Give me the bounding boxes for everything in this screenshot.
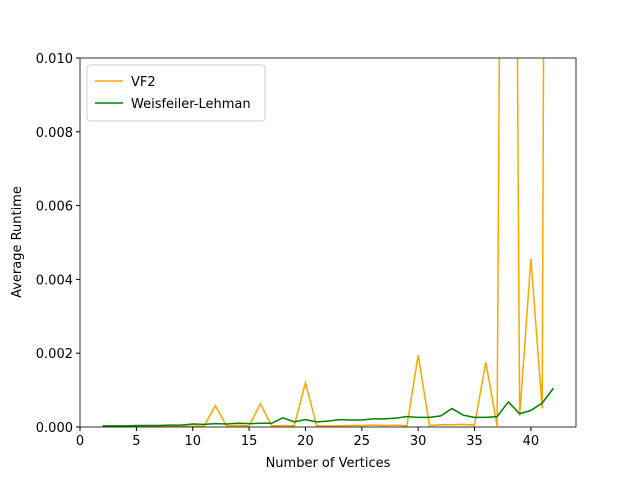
y-tick-label: 0.004 [36,273,73,288]
x-tick-label: 20 [297,434,314,449]
x-tick-label: 25 [354,434,371,449]
x-axis-label: Number of Vertices [266,456,391,471]
x-tick-label: 10 [184,434,201,449]
legend-label: Weisfeiler-Lehman [131,97,251,112]
x-tick-label: 35 [466,434,483,449]
legend-box [86,64,266,122]
data-line [102,58,545,427]
y-axis-label: Average Runtime [10,186,25,298]
x-tick-label: 0 [76,434,84,449]
x-tick-label: 15 [241,434,258,449]
x-tick-label: 30 [410,434,427,449]
y-tick-label: 0.002 [36,347,73,362]
plot-area [102,58,555,427]
x-tick-label: 40 [523,434,540,449]
data-line [102,387,555,427]
x-tick-label: 5 [132,434,140,449]
y-tick-label: 0.006 [36,200,73,215]
y-tick-label: 0.000 [36,421,73,436]
legend-label: VF2 [131,75,156,90]
y-tick-label: 0.008 [36,126,73,141]
plot-frame [79,57,577,428]
y-tick-label: 0.010 [36,52,73,67]
